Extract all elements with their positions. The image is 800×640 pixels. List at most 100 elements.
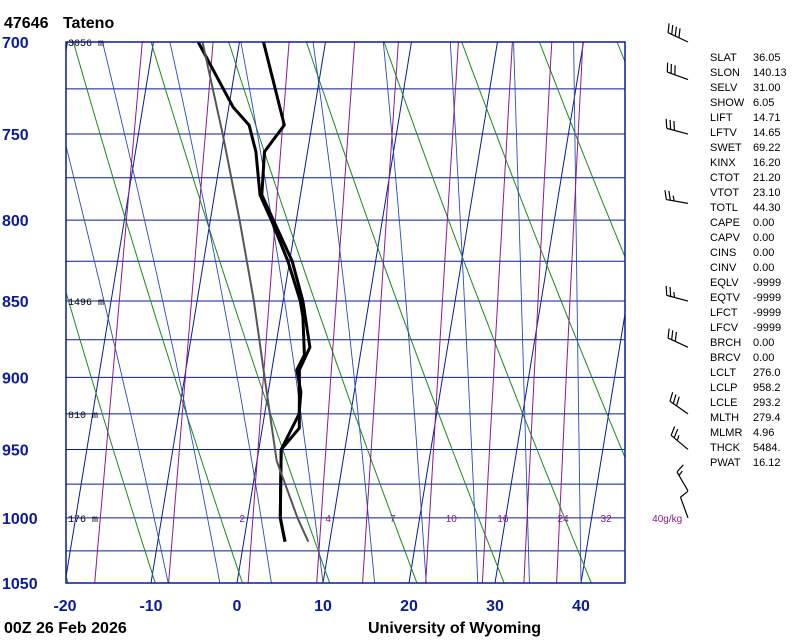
index-row-lfct: LFCT -9999	[710, 307, 781, 319]
dry-adiabat-270	[72, 42, 243, 583]
dry-adiabat-250	[66, 574, 69, 583]
dry-adiabat-290	[228, 42, 418, 583]
dry-adiabat-320	[461, 42, 625, 459]
index-label: KINX	[710, 157, 736, 169]
pressure-label-700: 700	[2, 35, 29, 52]
isotherm-30	[494, 42, 584, 583]
index-label: LFCT	[710, 307, 738, 319]
isotherm--20	[66, 42, 154, 580]
index-value: 140.13	[753, 67, 787, 79]
index-row-swet: SWET 69.22	[710, 142, 781, 154]
observation-time: 00Z 26 Feb 2026	[4, 620, 127, 637]
index-value: 958.2	[753, 382, 781, 394]
index-label: BRCV	[710, 352, 741, 364]
index-row-thck: THCK 5484.	[710, 442, 781, 454]
mixing-ratio-line-0.4	[5, 42, 56, 583]
index-value: 6.05	[753, 97, 774, 109]
index-value: 14.71	[753, 112, 781, 124]
index-value: 279.4	[753, 412, 781, 424]
index-value: 5484.	[753, 442, 781, 454]
series-dewpoint	[260, 42, 312, 542]
wind-barb-950	[670, 426, 689, 450]
index-label: THCK	[710, 442, 741, 454]
height-label-700: 3056 m	[68, 39, 104, 50]
index-value: -9999	[753, 277, 781, 289]
index-value: 23.10	[753, 187, 781, 199]
index-value: 0.00	[753, 232, 774, 244]
index-value: -9999	[753, 307, 781, 319]
index-label: MLTH	[710, 412, 739, 424]
index-label: LFCV	[710, 322, 739, 334]
temperature-label--20: -20	[53, 598, 76, 615]
mixing-ratio-line-4	[247, 42, 290, 583]
index-row-lfcv: LFCV -9999	[710, 322, 781, 334]
index-row-lftv: LFTV 14.65	[710, 127, 781, 139]
mixing-ratio-label-2: 7	[390, 514, 396, 525]
wind-barb-880	[667, 328, 689, 348]
index-row-selv: SELV 31.00	[710, 82, 781, 94]
mixing-ratio-label-7: 40g/kg	[652, 514, 682, 525]
index-value: 0.00	[753, 352, 774, 364]
isotherm--30	[66, 42, 68, 54]
index-label: VTOT	[710, 187, 739, 199]
wind-barb-700	[667, 23, 689, 43]
index-value: 16.20	[753, 157, 781, 169]
mixing-ratio-line-10	[362, 42, 399, 583]
index-value: 0.00	[753, 247, 774, 259]
mixing-ratio-line-7	[316, 42, 356, 583]
index-label: SLON	[710, 67, 740, 79]
index-row-lift: LIFT 14.71	[710, 112, 781, 124]
index-row-cins: CINS 0.00	[710, 247, 774, 259]
mixing-ratio-line-16	[425, 42, 459, 583]
index-value: 21.20	[753, 172, 781, 184]
temperature-label-40: 40	[572, 598, 590, 615]
moist-adiabat--2	[102, 42, 221, 583]
wind-barb-720	[666, 62, 689, 81]
temperature-label-10: 10	[314, 598, 332, 615]
mixing-ratio-label-4: 16	[497, 514, 509, 525]
index-label: LCLE	[710, 397, 738, 409]
moist-adiabat-22	[382, 42, 427, 583]
index-value: 44.30	[753, 202, 781, 214]
index-row-brcv: BRCV 0.00	[710, 352, 774, 364]
index-row-kinx: KINX 16.20	[710, 157, 781, 169]
index-row-slon: SLON 140.13	[710, 67, 787, 79]
mixing-ratio-label-0: 2	[239, 514, 245, 525]
pressure-label-750: 750	[2, 127, 29, 144]
mixing-ratio-label-3: 10	[446, 514, 458, 525]
wind-barb-750	[665, 118, 689, 135]
index-label: SWET	[710, 142, 742, 154]
index-label: SELV	[710, 82, 738, 94]
mixing-ratio-line-2	[168, 42, 214, 583]
height-label-925: 810 m	[68, 411, 98, 422]
temperature-label-20: 20	[400, 598, 418, 615]
index-value: 4.96	[753, 427, 774, 439]
wind-barb-980	[676, 464, 689, 492]
mixing-ratio-line-1	[94, 42, 143, 583]
dry-adiabat-330	[538, 42, 625, 259]
plot-frame	[65, 41, 626, 584]
wind-barb-1000	[679, 490, 689, 519]
index-value: 31.00	[753, 82, 781, 94]
index-row-vtot: VTOT 23.10	[710, 187, 781, 199]
index-value: -9999	[753, 292, 781, 304]
index-row-mlmr: MLMR 4.96	[710, 427, 774, 439]
index-label: EQLV	[710, 277, 739, 289]
isotherm--10	[150, 42, 240, 583]
station-name: Tateno	[63, 15, 114, 32]
pressure-label-900: 900	[2, 370, 29, 387]
index-row-cape: CAPE 0.00	[710, 217, 774, 229]
pressure-label-1000: 1000	[2, 511, 38, 528]
isotherm-10	[322, 42, 412, 583]
index-row-brch: BRCH 0.00	[710, 337, 774, 349]
isotherm-40	[580, 310, 625, 583]
index-value: 276.0	[753, 367, 781, 379]
index-row-totl: TOTL 44.30	[710, 202, 781, 214]
isotherm-20	[408, 42, 498, 583]
index-value: 293.2	[753, 397, 781, 409]
index-row-cinv: CINV 0.00	[710, 262, 774, 274]
index-value: 0.00	[753, 262, 774, 274]
wind-barb-790	[664, 190, 689, 204]
moist-adiabat-28	[449, 42, 479, 583]
